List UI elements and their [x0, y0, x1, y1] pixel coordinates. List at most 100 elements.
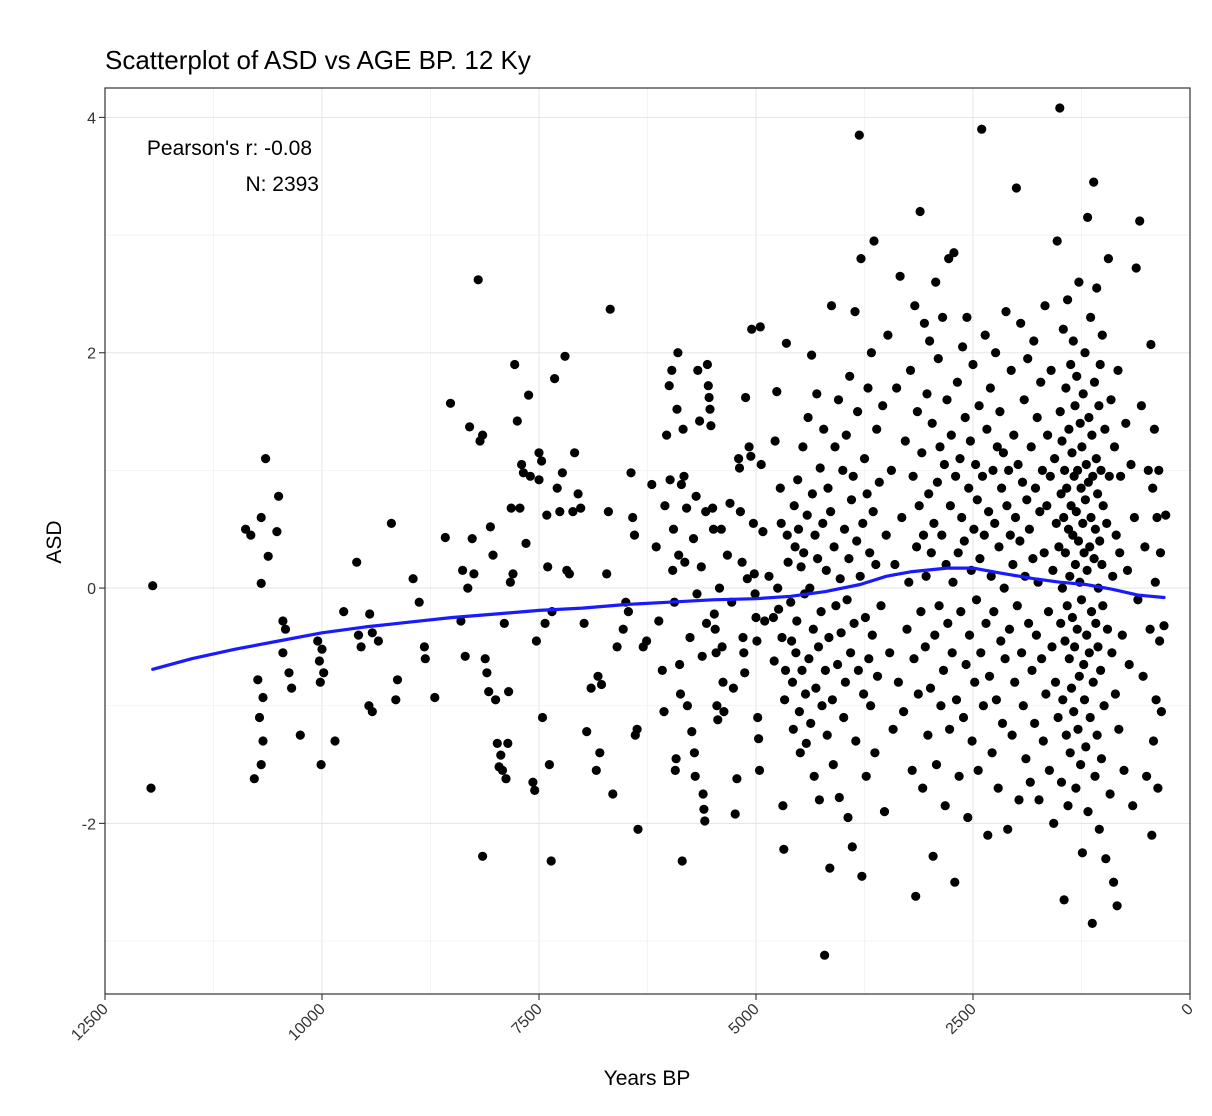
data-point [959, 536, 969, 546]
data-point [700, 816, 710, 826]
data-point [278, 648, 288, 658]
data-point [691, 491, 701, 501]
data-point [940, 801, 950, 811]
data-point [676, 479, 687, 490]
data-point [1085, 712, 1095, 723]
data-point [1121, 418, 1131, 428]
data-point [872, 424, 882, 434]
data-point [1151, 695, 1161, 705]
data-point [737, 557, 747, 567]
data-point [830, 442, 840, 452]
data-point [849, 618, 859, 629]
data-point [506, 503, 516, 513]
data-point [697, 651, 707, 661]
data-point [879, 807, 890, 817]
data-point [440, 532, 450, 543]
data-point [693, 365, 703, 375]
data-point [933, 354, 943, 364]
data-point [258, 692, 268, 703]
data-point [1117, 630, 1127, 640]
data-point [717, 642, 727, 652]
y-tick-label: 2 [87, 346, 96, 363]
data-point [768, 612, 779, 623]
data-point [508, 569, 518, 579]
data-point [465, 422, 475, 432]
data-point [739, 648, 749, 658]
data-point [752, 636, 762, 646]
data-point [1030, 718, 1040, 729]
data-point [593, 671, 603, 681]
data-point [1129, 512, 1139, 523]
data-point [469, 569, 479, 579]
data-point [512, 416, 522, 426]
data-point [1097, 559, 1107, 570]
data-point [1094, 824, 1104, 834]
data-point [826, 507, 836, 517]
data-point [943, 618, 953, 629]
data-point [674, 550, 684, 560]
data-point [897, 512, 907, 523]
data-point [258, 736, 268, 746]
data-point [973, 765, 983, 776]
x-tick-label: 12500 [68, 1001, 112, 1045]
data-point [1073, 724, 1083, 734]
data-point [1074, 671, 1084, 681]
data-point [1070, 559, 1080, 570]
data-point [1099, 701, 1109, 711]
data-point [798, 442, 808, 452]
data-point [688, 534, 699, 544]
data-point [892, 383, 902, 393]
data-point [803, 412, 813, 423]
data-point [812, 389, 822, 399]
data-point [668, 524, 679, 534]
data-point [945, 501, 956, 511]
data-point [780, 665, 791, 676]
data-point [485, 522, 495, 532]
data-point [365, 609, 375, 619]
data-point [755, 322, 765, 332]
data-point [488, 550, 498, 560]
data-point [923, 730, 933, 740]
n-annotation: N: 2393 [245, 173, 319, 196]
data-point [660, 501, 670, 511]
data-point [926, 548, 936, 558]
data-point [1115, 548, 1125, 558]
data-point [1100, 424, 1110, 434]
data-point [991, 695, 1002, 705]
data-point [997, 483, 1007, 493]
data-point [870, 748, 880, 758]
data-point [1055, 103, 1065, 113]
data-point [675, 689, 686, 699]
data-point [386, 518, 396, 529]
data-point [937, 530, 947, 540]
data-point [1089, 377, 1100, 387]
data-point [985, 383, 996, 393]
data-point [1057, 583, 1067, 593]
data-point [1136, 401, 1146, 411]
data-point [806, 718, 816, 729]
data-point [1068, 530, 1078, 540]
data-point [907, 765, 917, 776]
data-point [917, 448, 927, 458]
data-point [859, 454, 870, 464]
data-point [823, 483, 833, 493]
data-point [1001, 307, 1011, 317]
data-point [1071, 783, 1081, 793]
data-point [961, 659, 971, 670]
data-point [908, 471, 918, 481]
data-point [1004, 465, 1014, 475]
data-point [829, 542, 839, 552]
data-point [657, 665, 667, 676]
data-point [702, 359, 713, 370]
data-point [608, 789, 618, 799]
data-point [939, 459, 950, 470]
data-point [984, 507, 994, 517]
data-point [977, 124, 987, 134]
data-point [673, 348, 683, 358]
data-point [795, 748, 805, 758]
data-point [1149, 424, 1159, 434]
data-point [805, 583, 815, 593]
data-point [1061, 730, 1071, 740]
data-point [1013, 459, 1023, 470]
